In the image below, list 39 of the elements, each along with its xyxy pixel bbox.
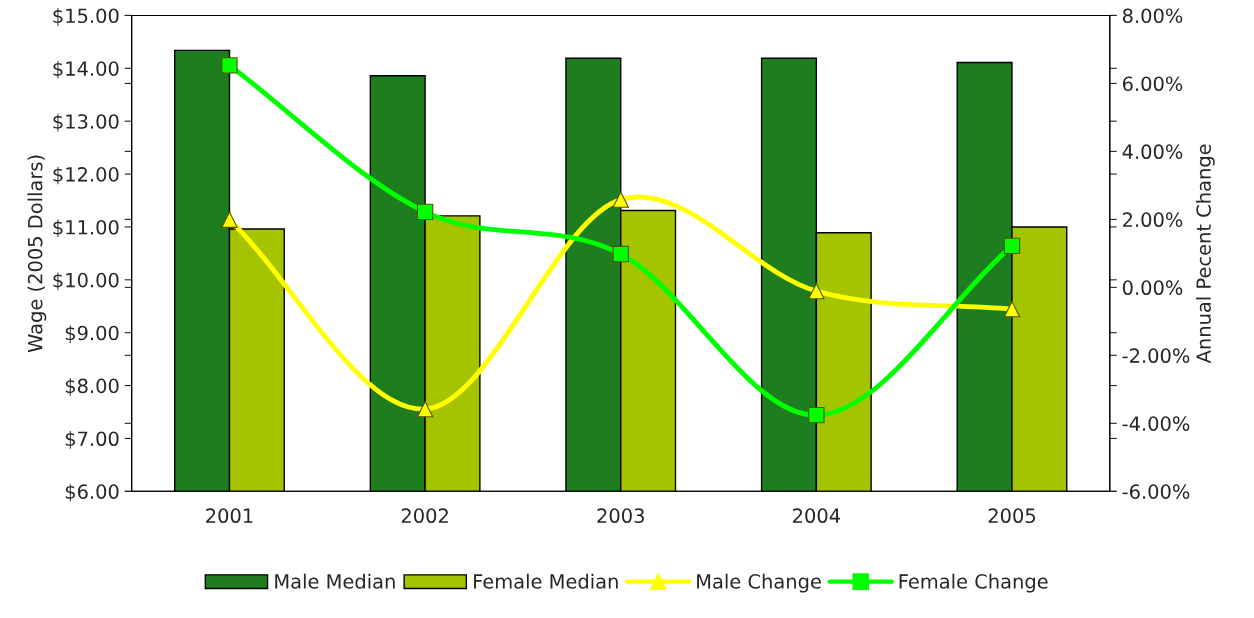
y2-axis-title: Annual Pecent Change bbox=[1195, 144, 1215, 364]
y2-tick-label: -6.00% bbox=[1122, 484, 1190, 499]
point bbox=[612, 191, 629, 208]
point bbox=[1003, 237, 1021, 255]
y-tick-label: $15.00 bbox=[53, 8, 119, 26]
point bbox=[808, 282, 825, 300]
y2-tick-label: 4.00% bbox=[1122, 144, 1183, 160]
point bbox=[416, 203, 434, 221]
point bbox=[1003, 300, 1021, 318]
y-tick-label: $14.00 bbox=[53, 60, 119, 79]
y-tick-label: $7.00 bbox=[65, 431, 119, 449]
y2-tick-label: -2.00% bbox=[1122, 348, 1190, 364]
x-tick-label: 2001 bbox=[206, 508, 253, 524]
legend-label: Female Change bbox=[899, 573, 1048, 593]
x-tick-label: 2002 bbox=[401, 508, 448, 524]
legend-label: Male Change bbox=[697, 573, 821, 593]
y2-tick-label: -4.00% bbox=[1122, 416, 1190, 431]
y2-tick-label: 0.00% bbox=[1122, 280, 1183, 296]
y-axis-title: Wage (2005 Dollars) bbox=[27, 155, 47, 353]
y2-tick-label: 6.00% bbox=[1122, 76, 1183, 92]
x-tick-label: 2003 bbox=[597, 508, 644, 524]
y-tick-label: $11.00 bbox=[53, 219, 119, 238]
point bbox=[221, 211, 238, 228]
x-tick-label: 2005 bbox=[988, 508, 1036, 524]
y-tick-label: $6.00 bbox=[65, 483, 119, 502]
y-tick-label: $9.00 bbox=[65, 325, 119, 343]
legend-label: Male Median bbox=[275, 573, 395, 589]
point bbox=[416, 400, 434, 418]
legend-label: Female Median bbox=[474, 573, 618, 589]
y-tick-label: $8.00 bbox=[65, 378, 119, 396]
y2-tick-label: 8.00% bbox=[1122, 8, 1183, 24]
y-tick-label: $12.00 bbox=[53, 166, 119, 185]
point bbox=[808, 406, 825, 424]
y-tick-label: $10.00 bbox=[53, 272, 119, 291]
y2-tick-label: 2.00% bbox=[1123, 212, 1183, 228]
y-tick-label: $13.00 bbox=[53, 113, 119, 132]
x-tick-label: 2004 bbox=[793, 508, 841, 524]
point bbox=[612, 245, 629, 263]
point bbox=[221, 57, 238, 74]
